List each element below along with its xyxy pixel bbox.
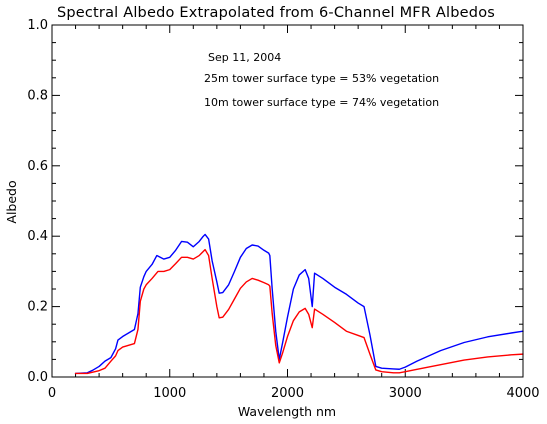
y-tick-label: 0.6 — [27, 159, 48, 174]
series-line-10m-tower — [74, 248, 524, 375]
annotation-group: Sep 11, 2004 25m tower surface type = 53… — [204, 51, 439, 109]
plot-frame — [51, 24, 524, 378]
x-tick-label: 3000 — [389, 386, 422, 401]
x-tick-label: 4000 — [506, 386, 539, 401]
y-tick-label: 1.0 — [27, 18, 48, 33]
series-line-25m-tower — [74, 233, 524, 375]
annotation-date: Sep 11, 2004 — [208, 51, 281, 64]
y-axis-label: Albedo — [4, 180, 19, 223]
annotation-25m-tower: 25m tower surface type = 53% vegetation — [204, 72, 439, 85]
x-tick-label: 1000 — [153, 386, 186, 401]
chart-title: Spectral Albedo Extrapolated from 6-Chan… — [57, 5, 495, 21]
annotation-10m-tower: 10m tower surface type = 74% vegetation — [204, 96, 439, 109]
x-tick-label: 2000 — [271, 386, 304, 401]
y-axis-label-group: Albedo — [4, 180, 19, 223]
y-tick-label: 0.8 — [27, 88, 48, 103]
x-tick-label: 0 — [48, 386, 56, 401]
x-axis-label: Wavelength nm — [238, 404, 336, 419]
y-tick-label: 0.2 — [27, 300, 48, 315]
y-tick-label: 0.0 — [27, 370, 48, 385]
axis-ticks: 0.0 0.2 0.4 0.6 0.8 1.0 0 1000 2000 3000 4000 — [27, 18, 539, 401]
series-layer — [74, 233, 524, 375]
y-tick-label: 0.4 — [27, 229, 48, 244]
